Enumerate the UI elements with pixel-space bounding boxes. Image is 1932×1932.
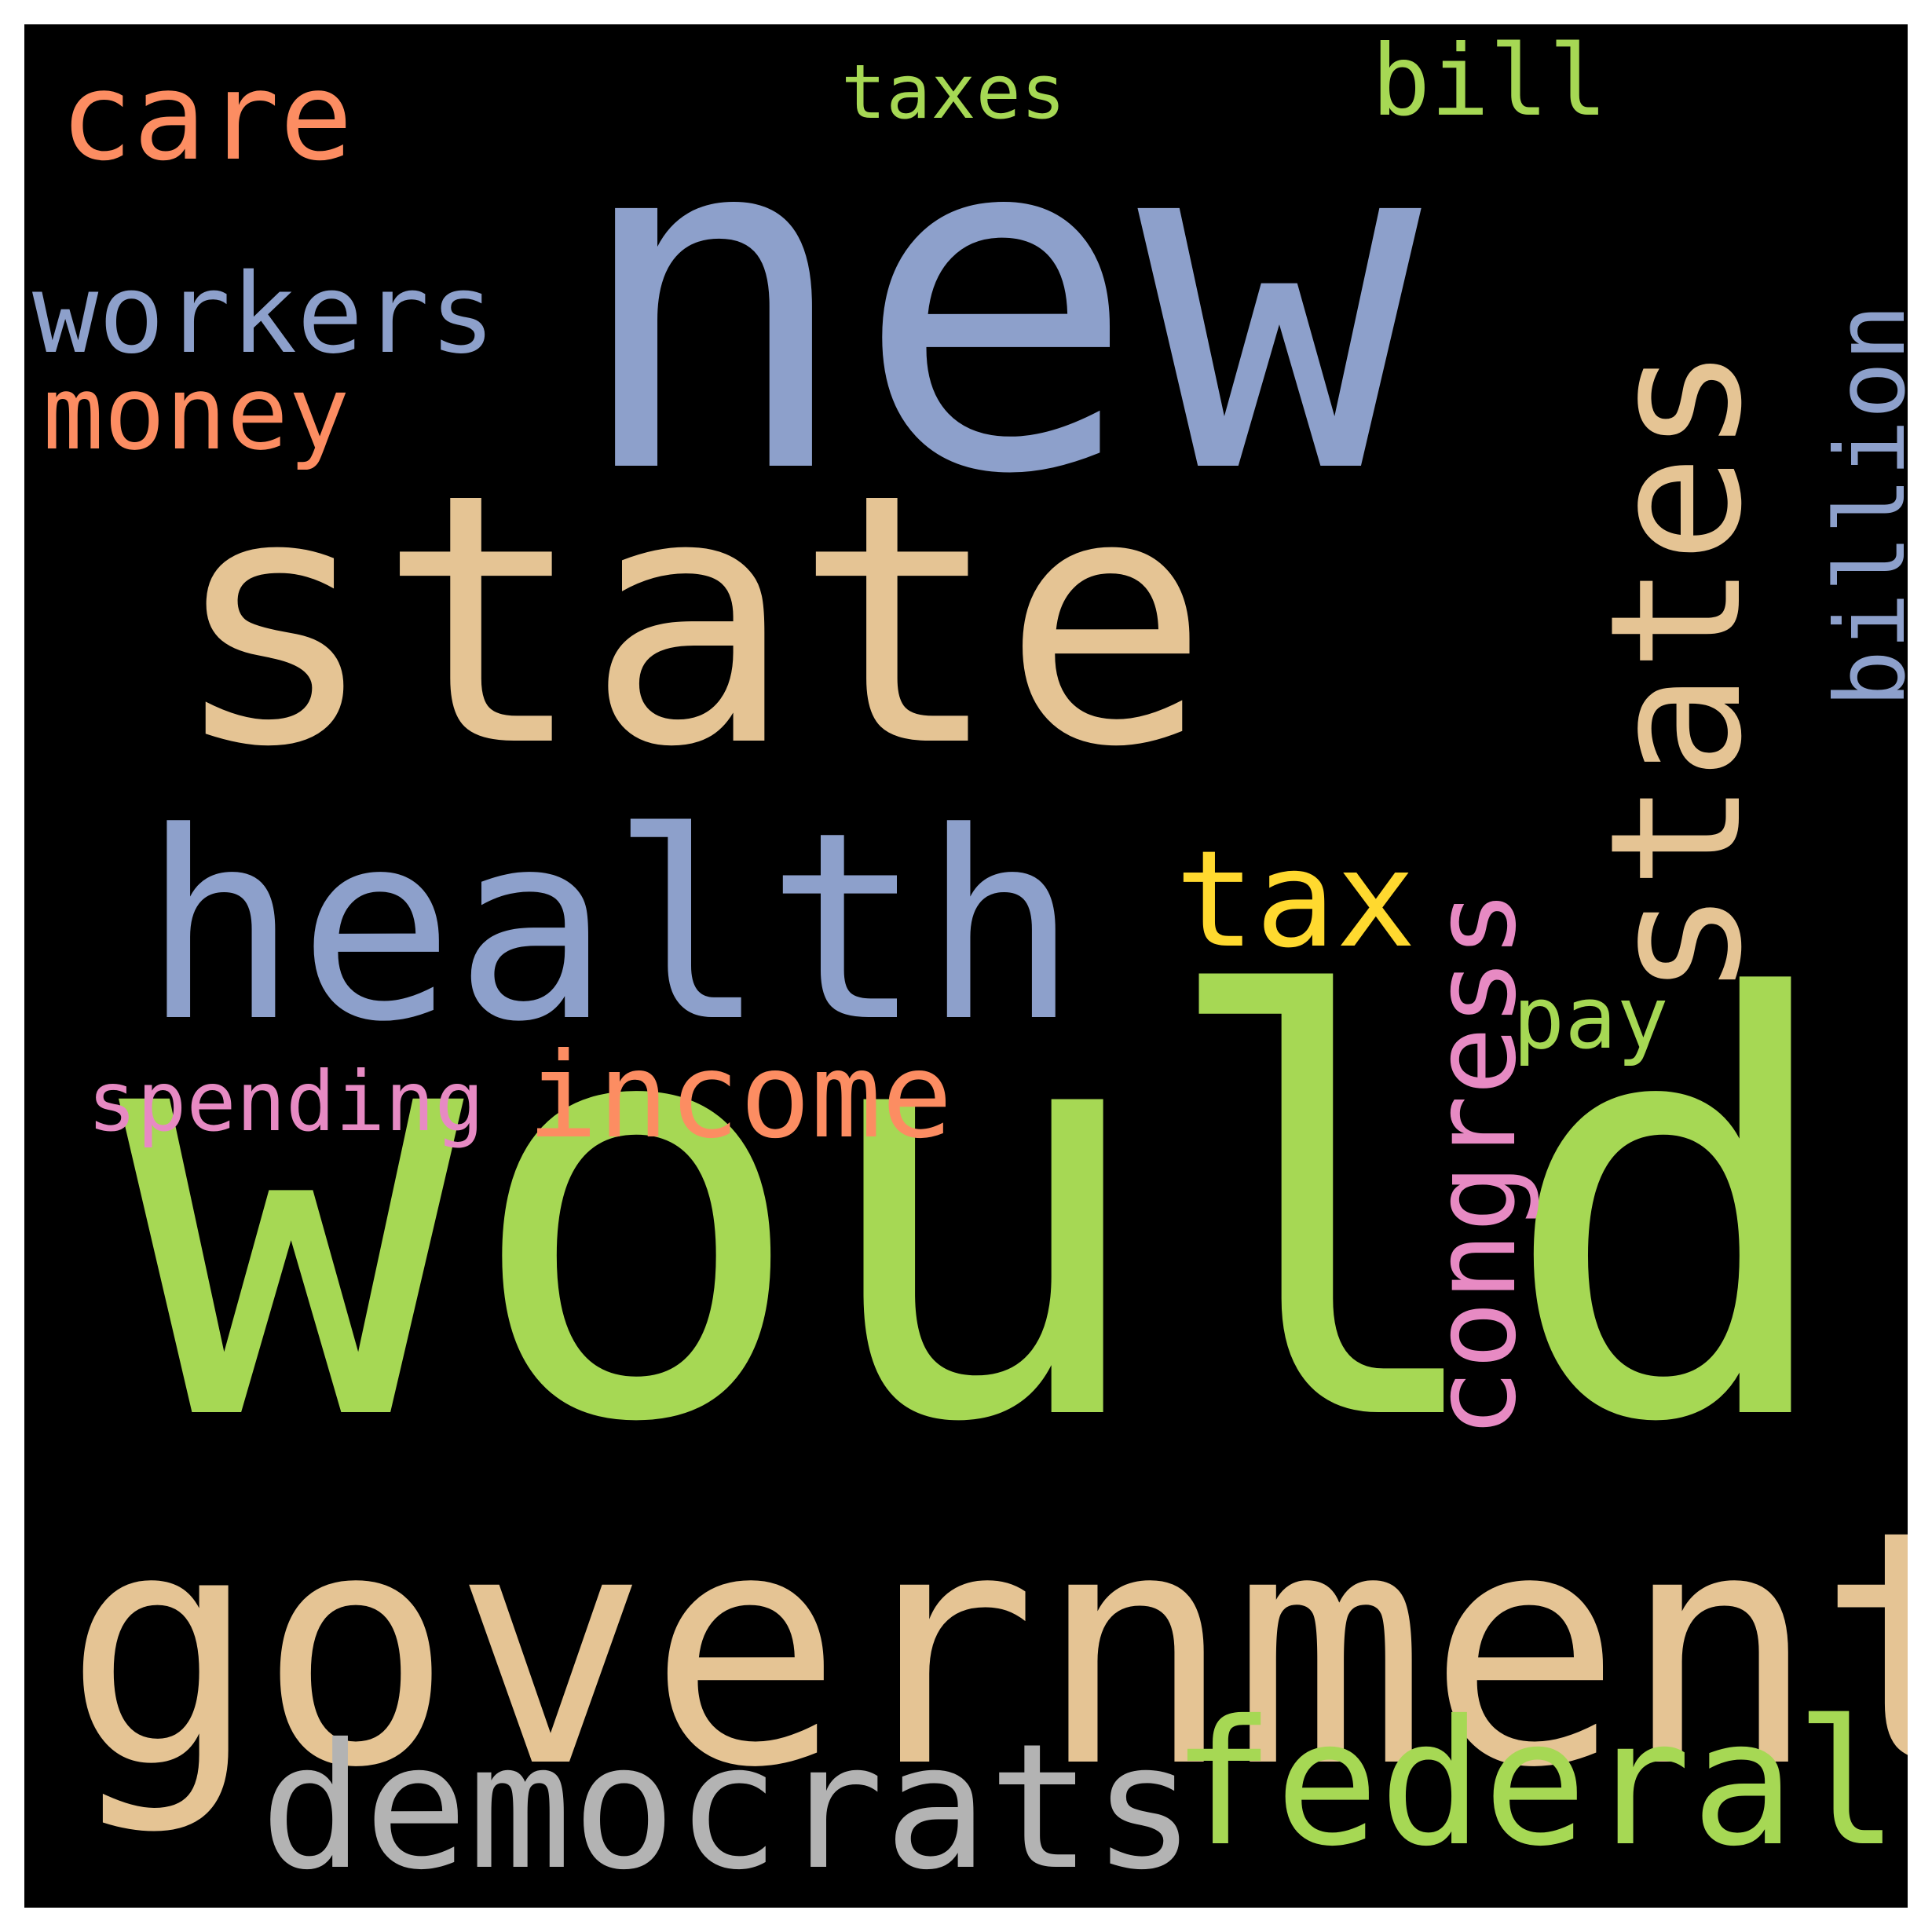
- word-bill: bill: [1371, 24, 1608, 138]
- word-workers: workers: [32, 251, 496, 379]
- word-democrats: democrats: [260, 1707, 1197, 1908]
- word-tax: tax: [1175, 822, 1417, 978]
- word-care: care: [60, 46, 353, 188]
- word-pay: pay: [1513, 968, 1669, 1068]
- word-states: states: [1572, 346, 1782, 998]
- word-state: state: [170, 420, 1210, 822]
- word-federal: federal: [1171, 1683, 1900, 1884]
- word-spending: spending: [87, 1054, 485, 1150]
- word-taxes: taxes: [841, 49, 1066, 136]
- word-billion: billion: [1815, 303, 1908, 708]
- word-cloud: would state new government health states…: [24, 24, 1908, 1908]
- word-income: income: [527, 1028, 953, 1165]
- word-health: health: [142, 777, 1079, 1078]
- word-new: new: [570, 28, 1422, 577]
- word-money: money: [42, 353, 350, 473]
- word-would: would: [119, 880, 1845, 1548]
- word-government: government: [64, 1462, 1908, 1839]
